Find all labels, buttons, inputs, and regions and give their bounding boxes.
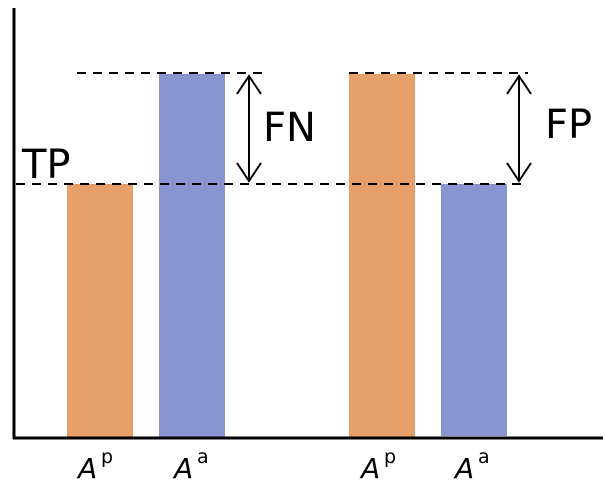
tick-superscript: p (101, 446, 113, 468)
tick-base: A (172, 452, 193, 482)
tick-label-left-predicted: A p (76, 446, 113, 482)
tick-label-right-actual: A a (453, 446, 490, 482)
bar-predicted-left (67, 184, 133, 438)
tick-superscript: p (384, 446, 396, 468)
fn-label: FN (263, 105, 316, 151)
fp-double-arrow (506, 74, 532, 183)
tick-superscript: a (197, 446, 209, 468)
bar-actual-right (441, 184, 507, 436)
tick-base: A (453, 452, 474, 482)
bar-predicted-right (349, 74, 415, 438)
bar-actual-left (159, 74, 225, 438)
tick-superscript: a (478, 446, 490, 468)
tick-base: A (76, 452, 97, 482)
fp-label: FP (545, 102, 592, 148)
tp-label: TP (21, 142, 71, 188)
fn-double-arrow (236, 74, 262, 183)
tick-base: A (359, 452, 380, 482)
tick-label-right-predicted: A p (359, 446, 396, 482)
tick-label-left-actual: A a (172, 446, 209, 482)
